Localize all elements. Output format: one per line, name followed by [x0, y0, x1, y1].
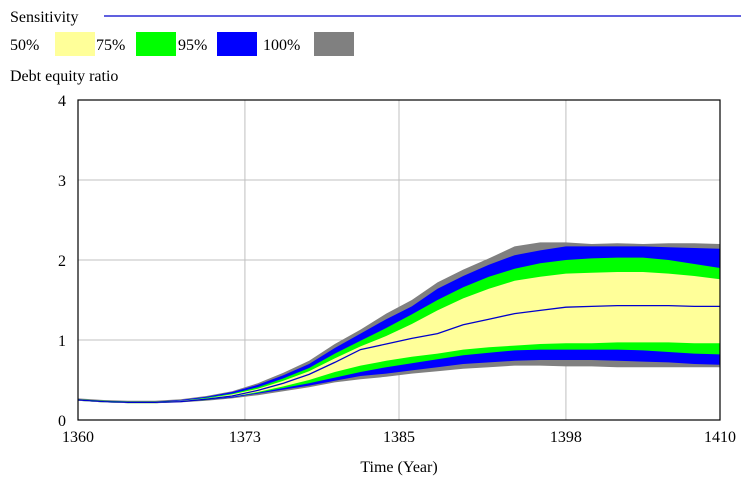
y-tick-label-0: 0 — [58, 413, 66, 430]
band-p50 — [78, 272, 720, 404]
legend-label-2: 75% — [96, 37, 125, 54]
legend-swatch-3 — [217, 32, 257, 56]
legend-label-4: 100% — [263, 37, 300, 54]
y-axis-label: Debt equity ratio — [10, 68, 118, 85]
x-tick-label-2: 1385 — [383, 429, 415, 446]
x-tick-label-0: 1360 — [62, 429, 94, 446]
x-axis-label: Time (Year) — [360, 459, 437, 476]
x-tick-label-3: 1398 — [550, 429, 582, 446]
legend-swatch-2 — [136, 32, 176, 56]
median-series — [77, 304, 720, 404]
legend: 50% 75% 95% 100% — [10, 32, 354, 56]
plot-frame — [77, 99, 721, 421]
y-axis-ticks: 0 1 2 3 4 — [58, 93, 66, 430]
y-tick-label-1: 1 — [58, 333, 66, 350]
x-tick-label-1: 1373 — [229, 429, 261, 446]
median-line — [77, 304, 720, 404]
x-axis-ticks: 1360 1373 1385 1398 1410 — [62, 429, 736, 446]
y-tick-label-2: 2 — [58, 253, 66, 270]
legend-label-1: 50% — [10, 37, 39, 54]
legend-label-3: 95% — [178, 37, 207, 54]
legend-title: Sensitivity — [10, 9, 78, 26]
x-tick-label-4: 1410 — [704, 429, 736, 446]
confidence-bands — [78, 242, 720, 404]
y-tick-label-4: 4 — [58, 93, 66, 110]
legend-swatch-1 — [55, 32, 95, 56]
legend-swatch-4 — [314, 32, 354, 56]
y-tick-label-3: 3 — [58, 173, 66, 190]
